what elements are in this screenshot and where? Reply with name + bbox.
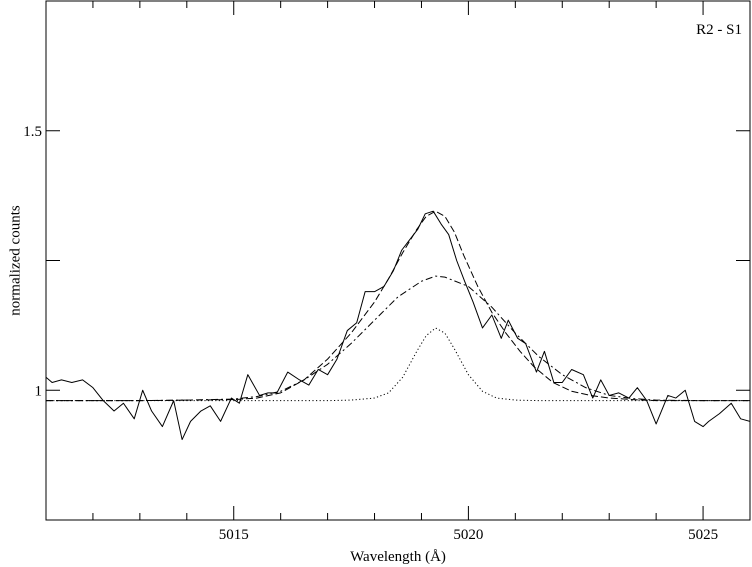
x-tick-label: 5020 bbox=[453, 527, 483, 543]
series-line-dashed bbox=[46, 210, 750, 402]
series-layer bbox=[46, 210, 750, 441]
series-line-dotted bbox=[46, 327, 750, 402]
x-tick-label: 5015 bbox=[219, 527, 249, 543]
y-axis-title: normalized counts bbox=[7, 205, 23, 316]
y-tick-label: 1.5 bbox=[23, 124, 42, 140]
x-tick-label: 5025 bbox=[688, 527, 718, 543]
y-tick-label: 1 bbox=[35, 383, 43, 399]
y-axis-ticks: 11.5 bbox=[23, 124, 750, 521]
series-line-solid bbox=[46, 210, 750, 441]
series-line-dashdot bbox=[46, 275, 750, 402]
x-axis-ticks: 5015 5020 5025 bbox=[92, 1, 718, 543]
x-axis-title: Wavelength (Å) bbox=[350, 549, 446, 565]
panel-label: R2 - S1 bbox=[696, 22, 742, 38]
